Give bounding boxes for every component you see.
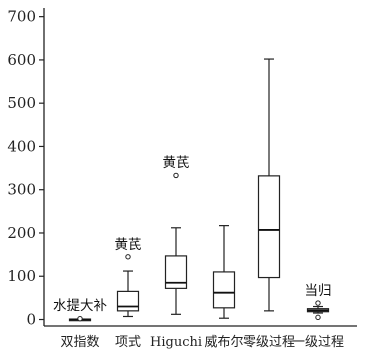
box-group — [257, 58, 281, 312]
y-tick-label: 600 — [7, 51, 36, 69]
annotation-label: 水提大补 — [53, 298, 107, 314]
box-group — [164, 172, 188, 315]
y-tick-label: 0 — [26, 311, 36, 329]
annotation-label: 当归 — [305, 282, 332, 299]
y-tick-label: 700 — [7, 8, 36, 26]
iqr-box — [212, 271, 236, 309]
box-layer — [68, 58, 330, 322]
x-category-label: 双指数 — [60, 335, 99, 350]
outlier-point — [315, 300, 321, 306]
box-group — [68, 315, 92, 322]
annotation-label: 黄芪 — [163, 154, 190, 171]
x-category-label: 零级过程 — [243, 335, 295, 350]
x-category-label: 项式 — [115, 335, 141, 350]
y-tick-label: 400 — [7, 137, 36, 155]
box-group — [212, 225, 236, 319]
y-tick-label: 500 — [7, 94, 36, 112]
annotation-label: 黄芪 — [115, 236, 142, 253]
x-category-label: 威布尔 — [204, 335, 243, 350]
outlier-point — [77, 315, 83, 322]
outlier-point — [315, 314, 321, 321]
iqr-box — [257, 175, 281, 279]
iqr-box — [116, 290, 140, 312]
y-tick-label: 300 — [7, 181, 36, 199]
iqr-box — [164, 255, 188, 289]
box-group — [306, 300, 330, 321]
y-tick-label: 200 — [7, 224, 36, 242]
outlier-point — [125, 254, 131, 260]
outlier-point — [173, 172, 179, 179]
box-group — [116, 254, 140, 318]
x-category-label: 一级过程 — [292, 335, 344, 350]
x-category-label: Higuchi — [150, 335, 202, 350]
axis-layer: 0 100 200 300 400 500 600 700 双指数 项式 Higuchi 威布尔 零级过… — [7, 8, 357, 350]
y-tick-label: 100 — [7, 267, 36, 285]
